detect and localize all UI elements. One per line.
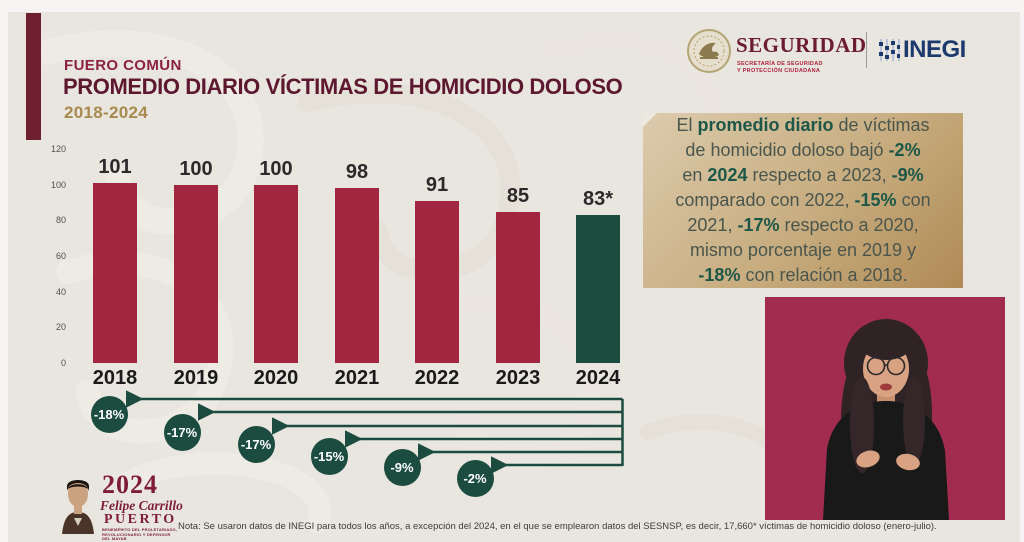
bar-2023 bbox=[496, 212, 540, 363]
callout-line: comparado con 2022, -15% con bbox=[675, 190, 931, 210]
year-logo-surname: PUERTO bbox=[104, 512, 177, 527]
source-note: Nota: Se usaron datos de INEGI para todo… bbox=[178, 521, 937, 532]
callout-line: en 2024 respecto a 2023, -9% bbox=[682, 165, 924, 185]
callout-line: El promedio diario de víctimas bbox=[676, 115, 930, 135]
bar-value-label: 83* bbox=[582, 188, 614, 210]
page-title: PROMEDIO DIARIO VÍCTIMAS DE HOMICIDIO DO… bbox=[63, 74, 623, 99]
x-axis-label: 2024 bbox=[575, 367, 621, 389]
y-axis-tick: 40 bbox=[55, 286, 66, 297]
inegi-logo-text: INEGI bbox=[903, 36, 966, 63]
government-seal-icon bbox=[687, 29, 731, 73]
y-axis-tick: 120 bbox=[50, 144, 66, 155]
section-kicker: FUERO COMÚN bbox=[64, 57, 182, 74]
bar-2021 bbox=[335, 188, 379, 363]
callout-line: de homicidio doloso bajó -2% bbox=[685, 140, 921, 160]
year-logo-name: Felipe Carrillo bbox=[100, 498, 183, 513]
bar-2020 bbox=[254, 185, 298, 363]
bar-2018 bbox=[93, 183, 137, 363]
x-axis-label: 2022 bbox=[414, 367, 460, 389]
callout-line: -18% con relación a 2018. bbox=[698, 265, 908, 285]
y-axis-tick: 80 bbox=[55, 215, 66, 226]
seguridad-logo-subtitle: SECRETARÍA DE SEGURIDAD Y PROTECCIÓN CIU… bbox=[737, 61, 823, 74]
x-axis-label: 2023 bbox=[495, 367, 541, 389]
felipe-carrillo-portrait bbox=[62, 480, 94, 534]
bar-value-label: 100 bbox=[179, 158, 213, 180]
y-axis-tick: 20 bbox=[55, 322, 66, 333]
bar-value-label: 85 bbox=[506, 185, 530, 207]
bar-2022 bbox=[415, 201, 459, 363]
x-axis-label: 2021 bbox=[334, 367, 380, 389]
seguridad-logo: SEGURIDAD bbox=[736, 33, 867, 57]
bar-value-label: 91 bbox=[425, 174, 449, 196]
inegi-abacus-icon bbox=[879, 39, 900, 61]
sign-language-interpreter bbox=[765, 297, 1005, 520]
callout-line: mismo porcentaje en 2019 y bbox=[689, 240, 917, 260]
bar-value-label: 98 bbox=[345, 161, 369, 183]
year-logo-subtitle: BENEMÉRITO DEL PROLETARIADO, REVOLUCIONA… bbox=[102, 527, 178, 541]
bar-2019 bbox=[174, 185, 218, 363]
logo-divider bbox=[866, 32, 867, 68]
bar-value-label: 101 bbox=[98, 156, 132, 178]
x-axis-label: 2020 bbox=[253, 367, 299, 389]
y-axis-tick: 60 bbox=[55, 251, 66, 262]
bar-value-label: 100 bbox=[259, 158, 293, 180]
bar-2024 bbox=[576, 215, 620, 363]
inegi-logo: INEGI bbox=[878, 36, 966, 64]
x-axis-label: 2019 bbox=[173, 367, 219, 389]
y-axis-tick: 0 bbox=[60, 358, 66, 368]
page-subtitle: 2018-2024 bbox=[64, 103, 148, 122]
logo-row: SEGURIDAD SECRETARÍA DE SEGURIDAD Y PROT… bbox=[680, 24, 990, 76]
left-accent-bar bbox=[26, 13, 41, 140]
delta-badge-2021: -15% bbox=[310, 437, 348, 475]
delta-badge-2020: -17% bbox=[237, 425, 275, 463]
y-axis-tick: 100 bbox=[50, 179, 66, 190]
x-axis-label: 2018 bbox=[92, 367, 138, 389]
year-logo-year: 2024 bbox=[102, 470, 158, 499]
callout-line: 2021, -17% respecto a 2020, bbox=[687, 215, 919, 235]
year-2024-logo: 2024 Felipe Carrillo PUERTO BENEMÉRITO D… bbox=[42, 468, 212, 541]
sign-language-video bbox=[765, 297, 1005, 520]
delta-badge-2018: -18% bbox=[90, 395, 128, 433]
delta-badge-2019: -17% bbox=[163, 413, 201, 451]
summary-callout: El promedio diario de víctimas de homicid… bbox=[643, 113, 963, 288]
delta-badge-2023: -2% bbox=[456, 459, 494, 497]
delta-badge-2022: -9% bbox=[383, 448, 421, 486]
